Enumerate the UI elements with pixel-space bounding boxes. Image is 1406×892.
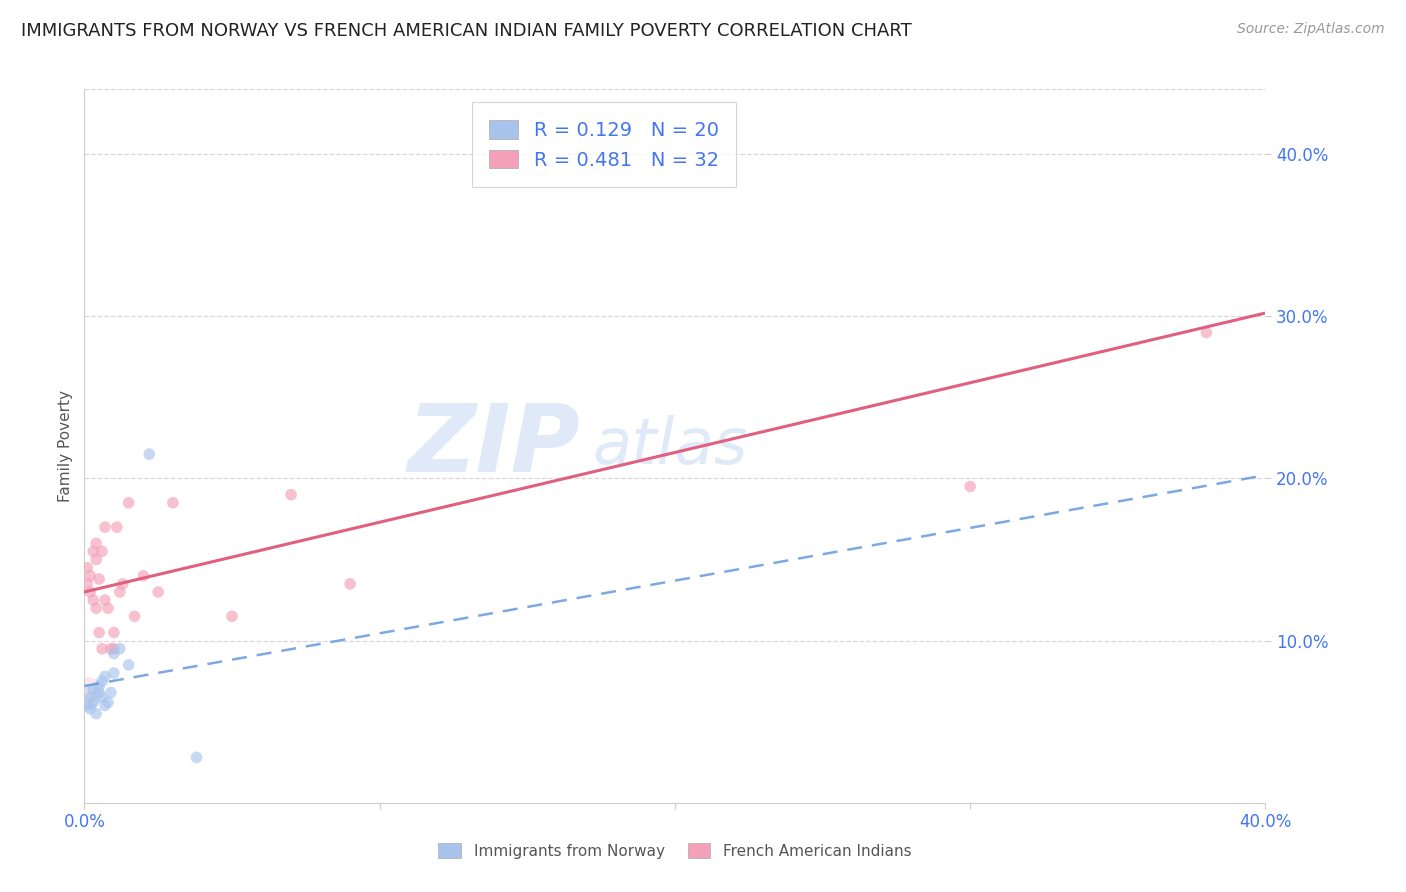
Point (79, 702, 101, 716)
Point (1195, 326, 1218, 340)
Point (91, 690, 114, 705)
Point (221, 609, 243, 624)
Point (103, 647, 125, 661)
Point (94, 698, 117, 713)
Point (103, 641, 125, 656)
Point (82, 682, 104, 697)
Point (108, 641, 131, 656)
Point (84, 552, 107, 566)
Point (111, 577, 134, 591)
Point (148, 585, 170, 599)
Point (97, 601, 120, 615)
Point (118, 657, 141, 672)
Legend: Immigrants from Norway, French American Indians: Immigrants from Norway, French American … (430, 836, 920, 866)
Point (100, 685, 122, 699)
Y-axis label: Family Poverty: Family Poverty (58, 390, 73, 502)
Point (118, 496, 141, 510)
Point (76, 690, 98, 705)
Text: ZIP: ZIP (408, 400, 581, 492)
Point (76, 685, 98, 699)
Point (186, 750, 208, 764)
Point (87, 685, 111, 699)
Point (76, 698, 98, 713)
Point (94, 669, 117, 683)
Point (84, 536, 107, 550)
Point (84, 706, 107, 721)
Point (94, 520, 117, 534)
Point (82, 544, 104, 558)
Point (103, 625, 125, 640)
Point (79, 690, 101, 705)
Point (84, 601, 107, 615)
Text: IMMIGRANTS FROM NORWAY VS FRENCH AMERICAN INDIAN FAMILY POVERTY CORRELATION CHAR: IMMIGRANTS FROM NORWAY VS FRENCH AMERICA… (21, 22, 912, 40)
Point (82, 695, 104, 709)
Point (339, 577, 361, 591)
Point (97, 695, 120, 709)
Point (138, 447, 160, 461)
Point (79, 568, 101, 582)
Point (959, 479, 981, 493)
Point (87, 679, 111, 693)
Point (82, 593, 104, 607)
Point (91, 641, 114, 656)
Point (108, 585, 131, 599)
Point (132, 568, 155, 582)
Text: Source: ZipAtlas.com: Source: ZipAtlas.com (1237, 22, 1385, 37)
Point (76, 577, 98, 591)
Point (162, 496, 184, 510)
Point (91, 674, 114, 689)
Point (91, 544, 114, 558)
Point (87, 625, 111, 640)
Point (79, 585, 101, 599)
Point (103, 666, 125, 681)
Point (280, 488, 302, 502)
Point (100, 641, 122, 656)
Point (76, 560, 98, 574)
Point (87, 572, 111, 586)
Point (124, 609, 146, 624)
Point (94, 593, 117, 607)
Text: atlas: atlas (592, 415, 748, 477)
Point (105, 520, 128, 534)
